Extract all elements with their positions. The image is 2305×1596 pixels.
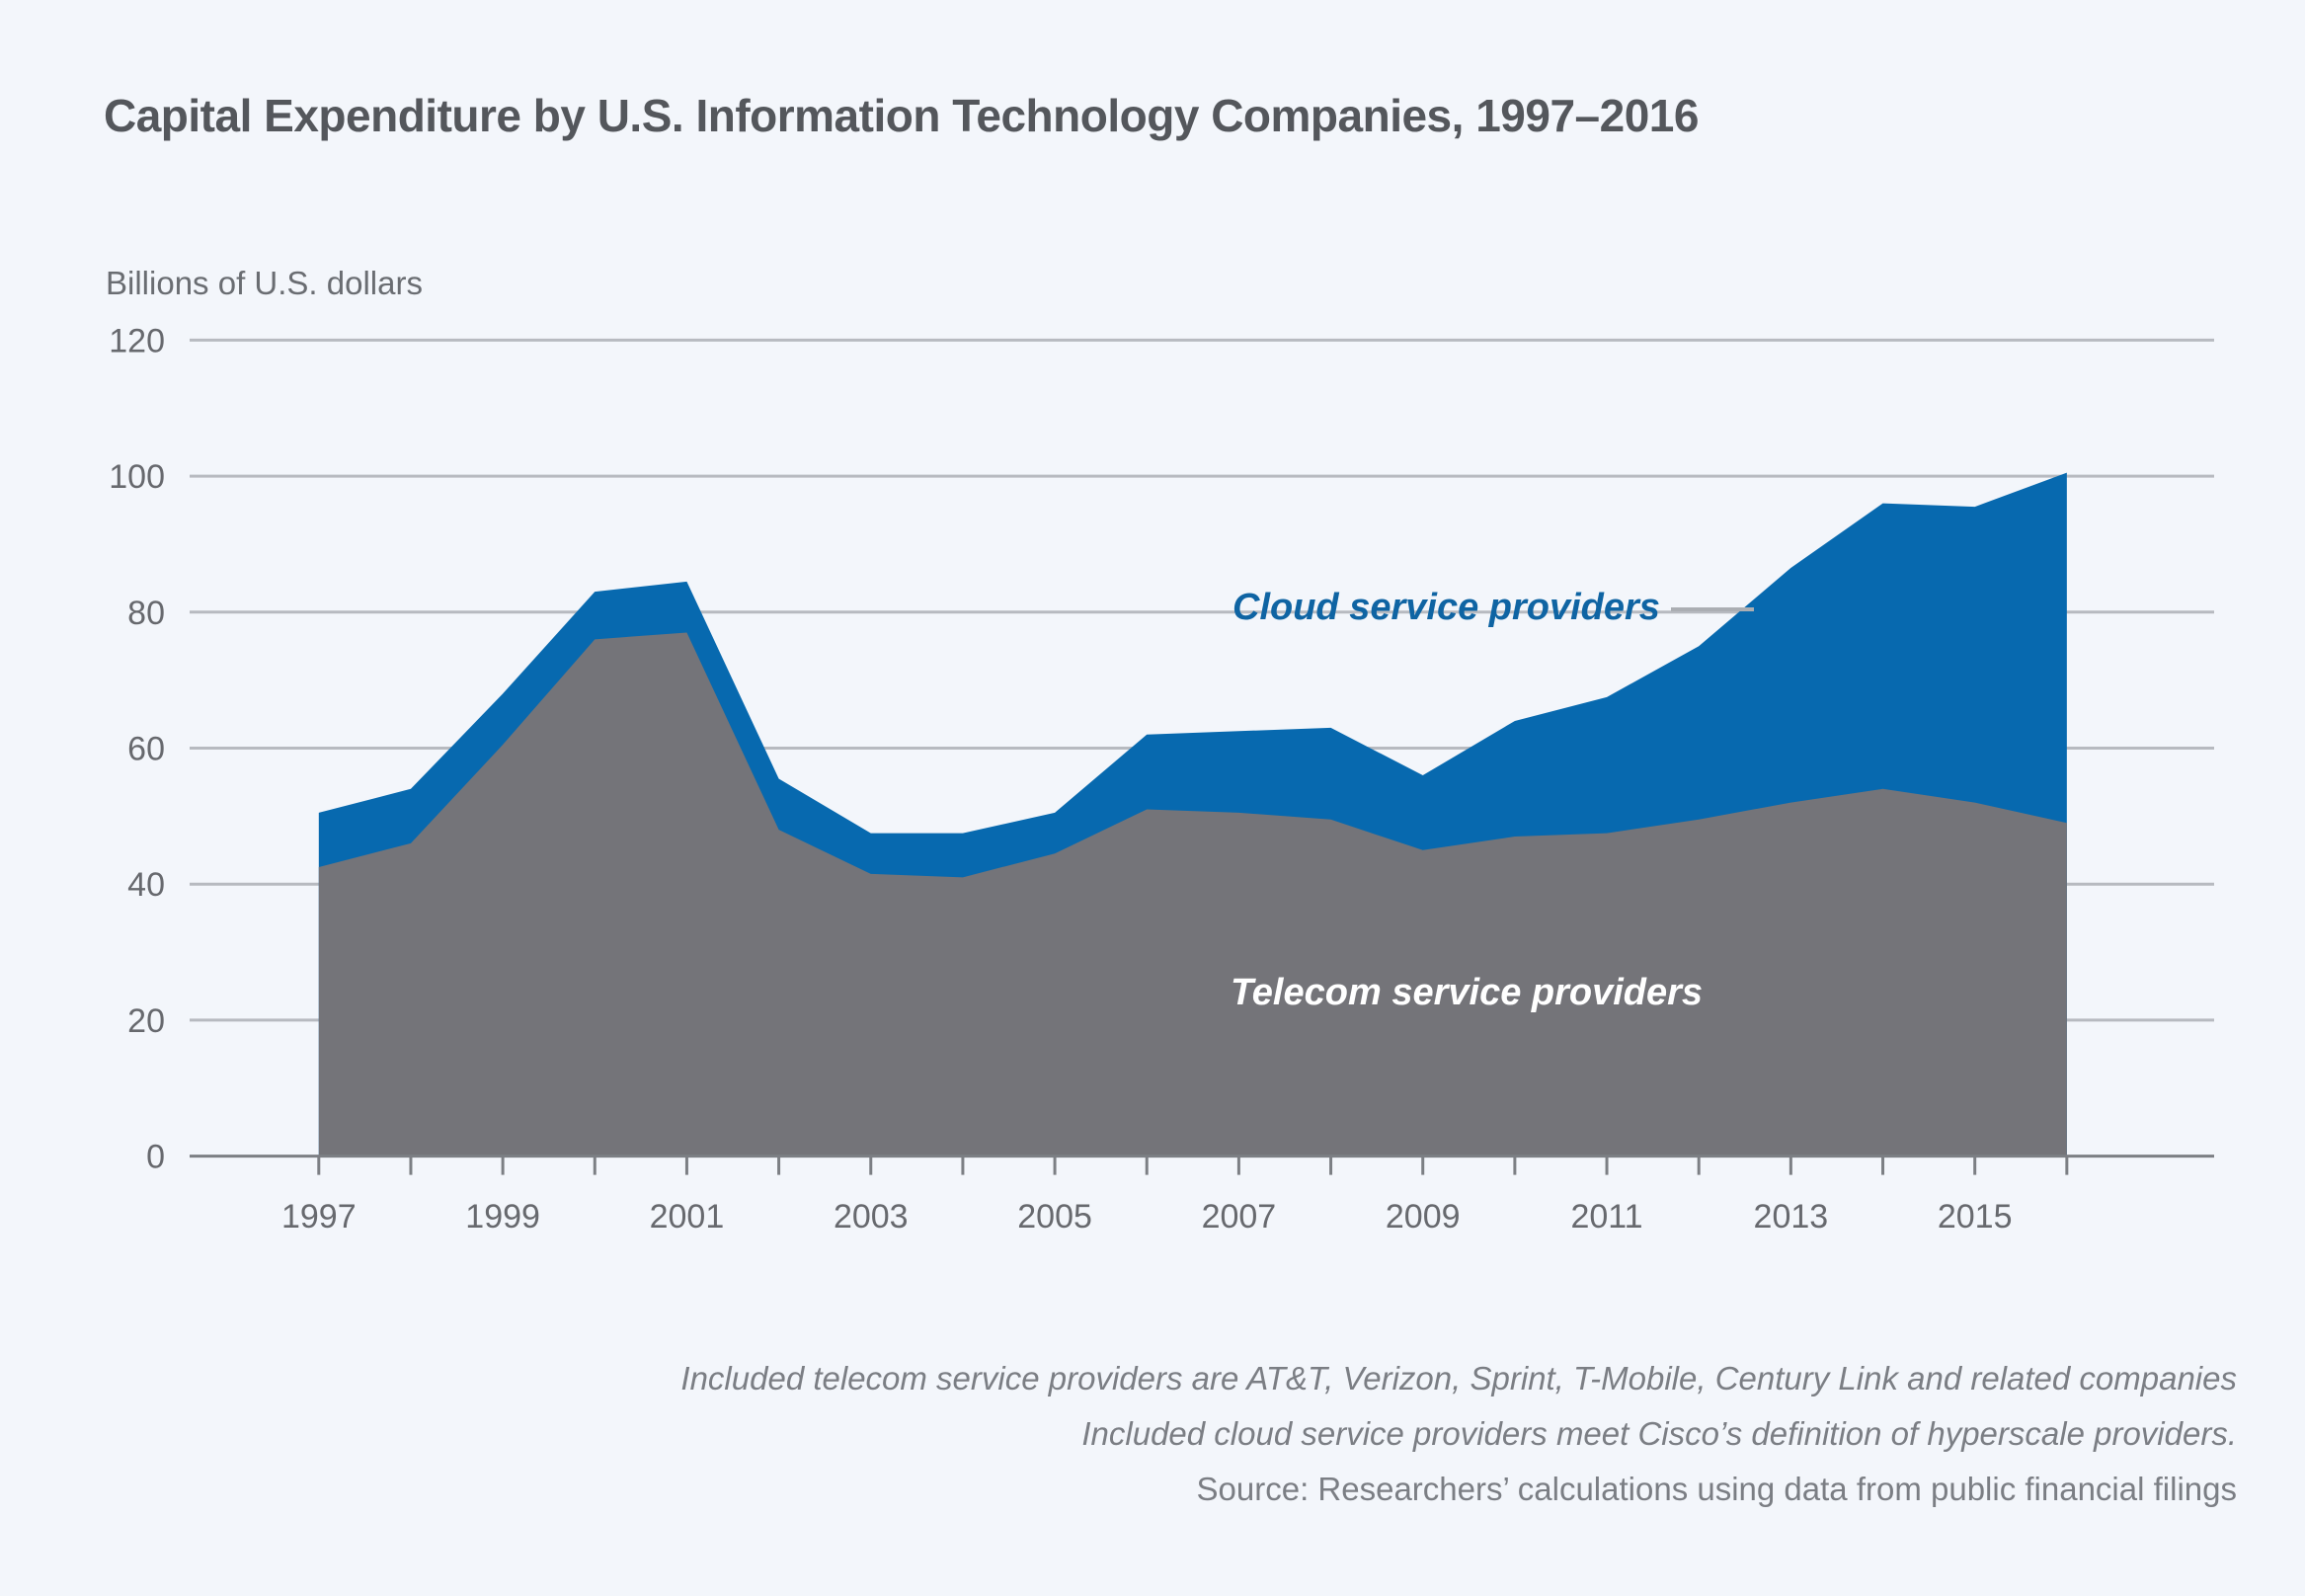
x-tick-label-2013: 2013 <box>1754 1198 1829 1236</box>
x-tick-label-2005: 2005 <box>1017 1198 1092 1236</box>
y-tick-label-100: 100 <box>109 458 165 496</box>
figure-title: Capital Expenditure by U.S. Information … <box>104 90 1699 141</box>
x-tick-label-2015: 2015 <box>1938 1198 2013 1236</box>
y-tick-label-120: 120 <box>109 322 165 359</box>
telecom-series-label: Telecom service providers <box>1231 972 1704 1013</box>
y-tick-label-80: 80 <box>127 595 165 632</box>
cloud-label-pointer-line <box>1671 607 1754 611</box>
y-tick-label-20: 20 <box>127 1002 165 1040</box>
x-tick-label-1997: 1997 <box>281 1198 357 1236</box>
footnote-telecom: Included telecom service providers are A… <box>680 1360 2237 1396</box>
x-tick-label-2003: 2003 <box>834 1198 909 1236</box>
x-tick-label-2009: 2009 <box>1386 1198 1461 1236</box>
telecom-area <box>318 632 2067 1157</box>
x-tick-label-2007: 2007 <box>1202 1198 1277 1236</box>
cloud-series-label: Cloud service providers <box>1232 587 1660 628</box>
y-tick-label-40: 40 <box>127 866 165 904</box>
x-tick-label-2001: 2001 <box>650 1198 725 1236</box>
figure-footnotes: Included telecom service providers are A… <box>680 1351 2237 1517</box>
x-tick-label-1999: 1999 <box>465 1198 540 1236</box>
footnote-source: Source: Researchers’ calculations using … <box>1196 1471 2237 1507</box>
x-tick-label-2011: 2011 <box>1570 1198 1642 1236</box>
footnote-cloud: Included cloud service providers meet Ci… <box>1081 1415 2237 1452</box>
y-tick-label-0: 0 <box>146 1139 165 1176</box>
y-tick-label-60: 60 <box>127 731 165 768</box>
y-axis-title: Billions of U.S. dollars <box>106 265 423 301</box>
